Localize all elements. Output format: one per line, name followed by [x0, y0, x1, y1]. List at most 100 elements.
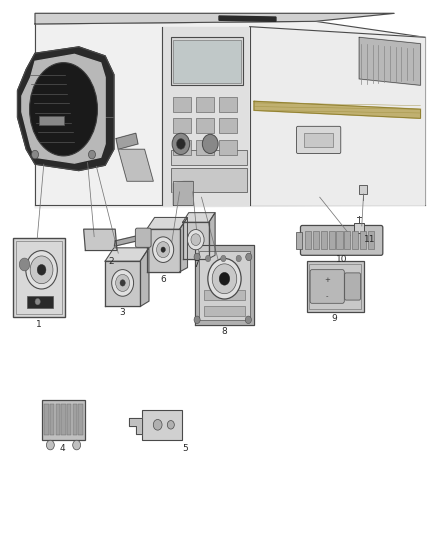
Bar: [307, 261, 364, 312]
FancyBboxPatch shape: [297, 126, 341, 154]
Circle shape: [219, 272, 230, 285]
Bar: [142, 410, 182, 440]
Text: 11: 11: [364, 236, 375, 244]
FancyBboxPatch shape: [345, 273, 360, 300]
Polygon shape: [183, 222, 209, 259]
Circle shape: [37, 264, 46, 275]
Circle shape: [208, 259, 241, 299]
FancyBboxPatch shape: [171, 150, 247, 165]
Circle shape: [30, 256, 53, 284]
Circle shape: [19, 258, 30, 271]
Bar: [219, 97, 237, 112]
Circle shape: [245, 316, 251, 324]
Polygon shape: [219, 16, 276, 21]
Polygon shape: [105, 248, 149, 261]
Bar: [321, 231, 327, 249]
Bar: [39, 116, 64, 125]
Text: 1: 1: [35, 320, 42, 328]
Circle shape: [26, 251, 57, 289]
Circle shape: [194, 316, 200, 324]
Polygon shape: [209, 213, 215, 259]
Polygon shape: [35, 21, 425, 208]
Polygon shape: [359, 37, 420, 85]
Text: 2: 2: [108, 257, 113, 265]
Polygon shape: [18, 47, 114, 171]
Bar: [359, 185, 367, 194]
Circle shape: [187, 230, 204, 250]
Text: 6: 6: [160, 275, 166, 284]
Bar: [199, 251, 250, 320]
Polygon shape: [183, 213, 215, 222]
Bar: [309, 264, 361, 309]
Bar: [173, 40, 241, 83]
Polygon shape: [162, 27, 250, 205]
Bar: [305, 231, 311, 249]
Circle shape: [205, 255, 211, 262]
Bar: [196, 118, 214, 133]
Bar: [44, 404, 49, 435]
Bar: [219, 140, 237, 155]
Text: -: -: [326, 293, 328, 299]
Bar: [173, 97, 191, 112]
Bar: [42, 400, 85, 440]
Circle shape: [152, 237, 173, 262]
Bar: [50, 404, 54, 435]
Polygon shape: [180, 217, 187, 272]
Polygon shape: [250, 27, 425, 205]
Circle shape: [120, 280, 125, 286]
Bar: [296, 232, 302, 249]
Circle shape: [221, 255, 226, 262]
Circle shape: [116, 274, 130, 292]
Polygon shape: [118, 149, 153, 181]
Bar: [368, 231, 374, 249]
Circle shape: [153, 419, 162, 430]
Polygon shape: [84, 229, 117, 251]
Bar: [13, 238, 65, 317]
Polygon shape: [114, 235, 142, 246]
Circle shape: [46, 440, 54, 450]
Text: 9: 9: [332, 314, 338, 323]
Bar: [173, 118, 191, 133]
Bar: [16, 241, 62, 314]
Bar: [173, 140, 191, 155]
Circle shape: [157, 241, 170, 257]
Bar: [204, 306, 245, 316]
Circle shape: [194, 253, 200, 261]
Bar: [219, 118, 237, 133]
Polygon shape: [35, 13, 394, 24]
Polygon shape: [22, 54, 105, 163]
Bar: [196, 97, 214, 112]
FancyBboxPatch shape: [300, 225, 383, 255]
Bar: [204, 290, 245, 300]
FancyBboxPatch shape: [171, 37, 243, 85]
Bar: [56, 404, 60, 435]
FancyBboxPatch shape: [310, 270, 344, 303]
Circle shape: [35, 298, 40, 305]
Bar: [171, 168, 247, 192]
Text: 3: 3: [120, 308, 126, 317]
Polygon shape: [105, 261, 140, 306]
Circle shape: [236, 255, 241, 262]
Polygon shape: [147, 229, 180, 272]
Bar: [78, 404, 83, 435]
Circle shape: [202, 134, 218, 154]
Bar: [304, 133, 333, 147]
Circle shape: [172, 133, 190, 155]
Text: +: +: [324, 277, 330, 283]
Circle shape: [177, 139, 185, 149]
Circle shape: [167, 421, 174, 429]
Ellipse shape: [29, 63, 97, 156]
Polygon shape: [254, 101, 420, 118]
Circle shape: [161, 247, 166, 252]
Text: 10: 10: [336, 255, 347, 264]
Text: 5: 5: [182, 445, 188, 453]
Polygon shape: [129, 418, 142, 434]
Bar: [27, 296, 53, 308]
Polygon shape: [140, 248, 149, 306]
Bar: [61, 404, 66, 435]
Bar: [336, 231, 343, 249]
Circle shape: [246, 253, 252, 261]
Bar: [344, 231, 350, 249]
Polygon shape: [173, 181, 193, 205]
Polygon shape: [195, 245, 254, 325]
